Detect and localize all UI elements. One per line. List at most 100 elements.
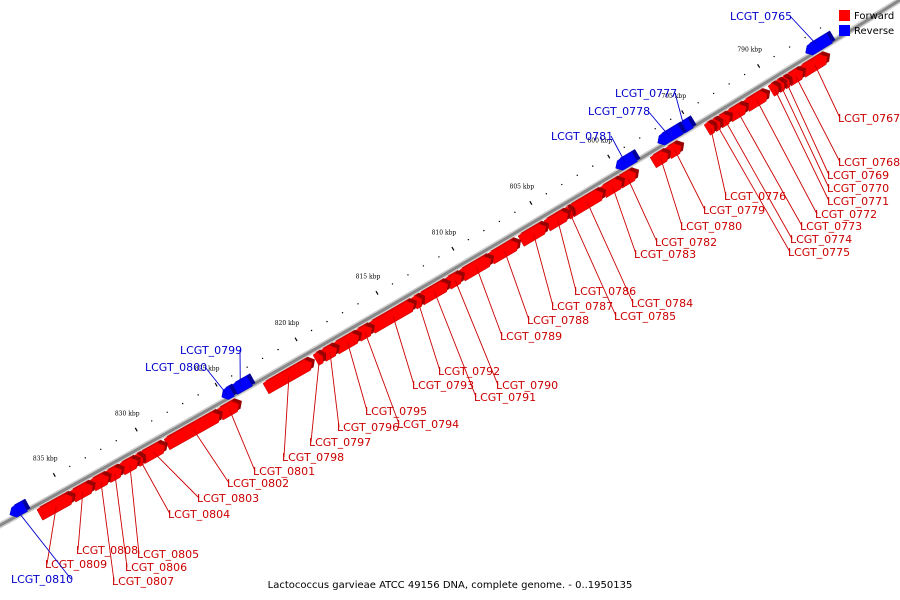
gene-arrow[interactable] [742,90,768,112]
minor-tick [697,102,699,104]
gene-lcgt-0795[interactable] [332,329,362,355]
gene-arrow[interactable] [543,210,569,232]
gene-label-leader [533,233,554,307]
gene-lcgt-0771[interactable] [767,80,782,97]
gene-lcgt-0810[interactable] [9,498,31,518]
gene-label[interactable]: LCGT_0781 [551,130,613,143]
gene-arrow[interactable] [368,300,415,334]
gene-label[interactable]: LCGT_0790 [496,379,558,392]
gene-lcgt-0783[interactable] [599,175,626,199]
gene-lcgt-0781[interactable] [615,149,641,171]
gene-arrow[interactable] [649,150,669,169]
gene-lcgt-0784[interactable] [567,187,607,218]
gene-lcgt-0788[interactable] [487,237,522,265]
gene-label[interactable]: LCGT_0807 [112,575,174,588]
gene-arrow-top [355,322,368,331]
gene-label[interactable]: LCGT_0784 [631,297,693,310]
gene-lcgt-0802[interactable] [163,409,223,451]
gene-label[interactable]: LCGT_0791 [474,391,536,404]
gene-lcgt-0805[interactable] [118,454,141,476]
gene-arrow-top [459,253,487,271]
gene-label[interactable]: LCGT_0800 [145,361,207,374]
gene-label[interactable]: LCGT_0769 [827,169,889,182]
gene-lcgt-0797[interactable] [312,349,327,366]
gene-lcgt-0772[interactable] [742,88,771,112]
scale-tick-label: 790 kbp [737,47,762,54]
gene-label[interactable]: LCGT_0780 [680,220,742,233]
gene-label[interactable]: LCGT_0765 [730,10,792,23]
gene-lcgt-0793[interactable] [368,298,417,334]
gene-arrow-top [313,349,321,355]
gene-lcgt-0801[interactable] [216,398,242,421]
gene-label[interactable]: LCGT_0805 [137,548,199,561]
scale-tick-label: 815 kbp [356,274,381,281]
gene-arrow[interactable] [487,240,519,265]
gene-label[interactable]: LCGT_0775 [788,246,850,259]
gene-label[interactable]: LCGT_0774 [790,233,852,246]
gene-label[interactable]: LCGT_0787 [551,300,613,313]
gene-lcgt-0800[interactable] [221,383,238,400]
gene-label[interactable]: LCGT_0792 [438,365,500,378]
gene-label[interactable]: LCGT_0796 [337,421,399,434]
gene-arrow-top [807,30,830,46]
gene-lcgt-0798[interactable] [262,356,315,395]
gene-label[interactable]: LCGT_0776 [724,190,786,203]
minor-tick [197,394,199,396]
gene-label[interactable]: LCGT_0771 [827,195,889,208]
gene-label-leader [434,291,477,398]
gene-lcgt-0789[interactable] [458,253,495,282]
gene-label[interactable]: LCGT_0782 [655,236,717,249]
gene-label[interactable]: LCGT_0786 [574,285,636,298]
gene-label[interactable]: LCGT_0789 [500,330,562,343]
gene-arrow[interactable] [517,223,547,247]
gene-label[interactable]: LCGT_0768 [838,156,900,169]
gene-label[interactable]: LCGT_0772 [815,208,877,221]
minor-tick [310,329,313,332]
gene-arrow[interactable] [221,386,235,400]
gene-lcgt-0767[interactable] [798,51,831,78]
gene-lcgt-0791[interactable] [417,278,451,306]
gene-label[interactable]: LCGT_0810 [11,573,73,586]
gene-lcgt-0794[interactable] [354,322,375,342]
gene-label[interactable]: LCGT_0770 [827,182,889,195]
gene-label-leader [46,505,57,565]
gene-label[interactable]: LCGT_0785 [614,310,676,323]
gene-label-leader [724,119,793,240]
gene-label[interactable]: LCGT_0799 [180,344,242,357]
gene-label[interactable]: LCGT_0795 [365,405,427,418]
gene-label-leader [193,429,230,484]
gene-arrow-top [418,278,444,295]
gene-lcgt-0786[interactable] [543,207,572,232]
gene-label[interactable]: LCGT_0806 [125,561,187,574]
gene-label[interactable]: LCGT_0767 [838,112,900,125]
gene-lcgt-0780[interactable] [649,148,672,169]
gene-label[interactable]: LCGT_0779 [703,204,765,217]
gene-label[interactable]: LCGT_0797 [309,436,371,449]
gene-label[interactable]: LCGT_0798 [282,451,344,464]
gene-lcgt-0806[interactable] [104,463,125,483]
gene-lcgt-0809[interactable] [36,490,76,521]
gene-label[interactable]: LCGT_0793 [412,379,474,392]
gene-lcgt-0808[interactable] [69,479,96,503]
gene-label[interactable]: LCGT_0802 [227,477,289,490]
gene-label[interactable]: LCGT_0801 [253,465,315,478]
gene-label[interactable]: LCGT_0794 [397,418,459,431]
gene-label[interactable]: LCGT_0783 [634,248,696,261]
gene-lcgt-0778[interactable] [657,121,687,146]
gene-label[interactable]: LCGT_0808 [76,544,138,557]
gene-label[interactable]: LCGT_0777 [615,87,677,100]
gene-arrow[interactable] [262,359,313,395]
gene-label[interactable]: LCGT_0809 [45,558,107,571]
gene-label-leader [674,92,685,128]
gene-label[interactable]: LCGT_0788 [527,314,589,327]
gene-arrow[interactable] [657,124,684,146]
gene-label[interactable]: LCGT_0778 [588,105,650,118]
gene-lcgt-0787[interactable] [517,220,550,247]
gene-label[interactable]: LCGT_0773 [800,220,862,233]
gene-label[interactable]: LCGT_0803 [197,492,259,505]
gene-arrow[interactable] [615,151,638,171]
gene-label[interactable]: LCGT_0804 [168,508,230,521]
gene-lcgt-0765[interactable] [805,30,836,56]
scale-tick-label: 830 kbp [115,410,140,417]
gene-arrow-top [650,148,664,158]
